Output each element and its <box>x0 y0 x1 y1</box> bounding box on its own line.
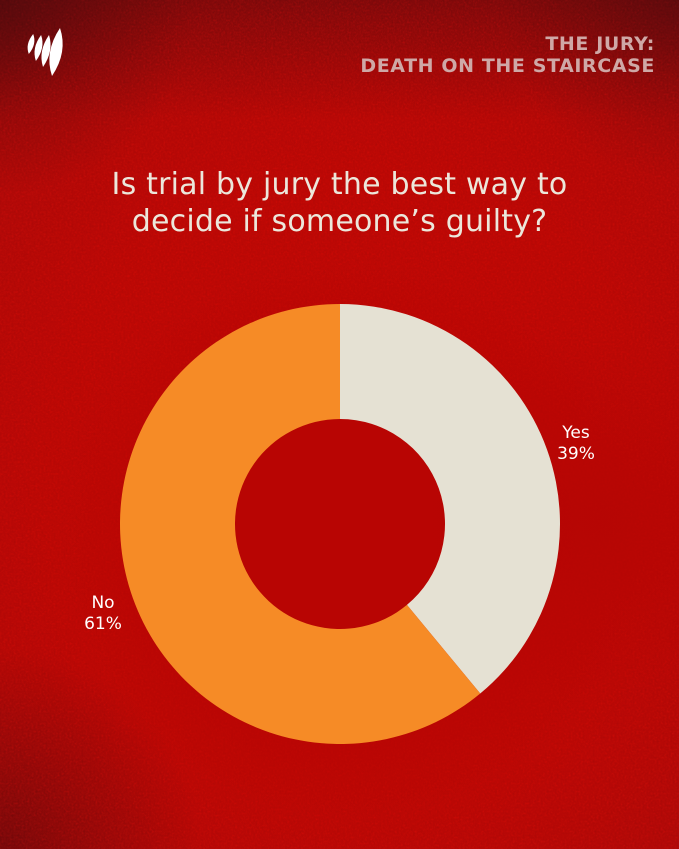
show-title-line1: THE JURY: <box>545 33 655 55</box>
donut-slice-no <box>119 304 481 745</box>
slice-label-no: No 61% <box>58 593 148 635</box>
slice-label-no-name: No <box>91 593 115 613</box>
slice-label-yes-name: Yes <box>562 423 590 443</box>
question-line2: decide if someone’s guilty? <box>131 204 548 239</box>
donut-slice-yes <box>340 304 561 694</box>
slice-label-yes: Yes 39% <box>531 423 621 465</box>
slice-label-yes-value: 39% <box>557 444 595 464</box>
show-title-line2: DEATH ON THE STAIRCASE <box>360 55 655 77</box>
question-title: Is trial by jury the best way to decide … <box>0 166 679 240</box>
sbs-logo-icon <box>27 28 63 76</box>
question-line1: Is trial by jury the best way to <box>111 167 568 202</box>
slice-label-no-value: 61% <box>84 614 122 634</box>
show-title: THE JURY: DEATH ON THE STAIRCASE <box>360 33 655 77</box>
